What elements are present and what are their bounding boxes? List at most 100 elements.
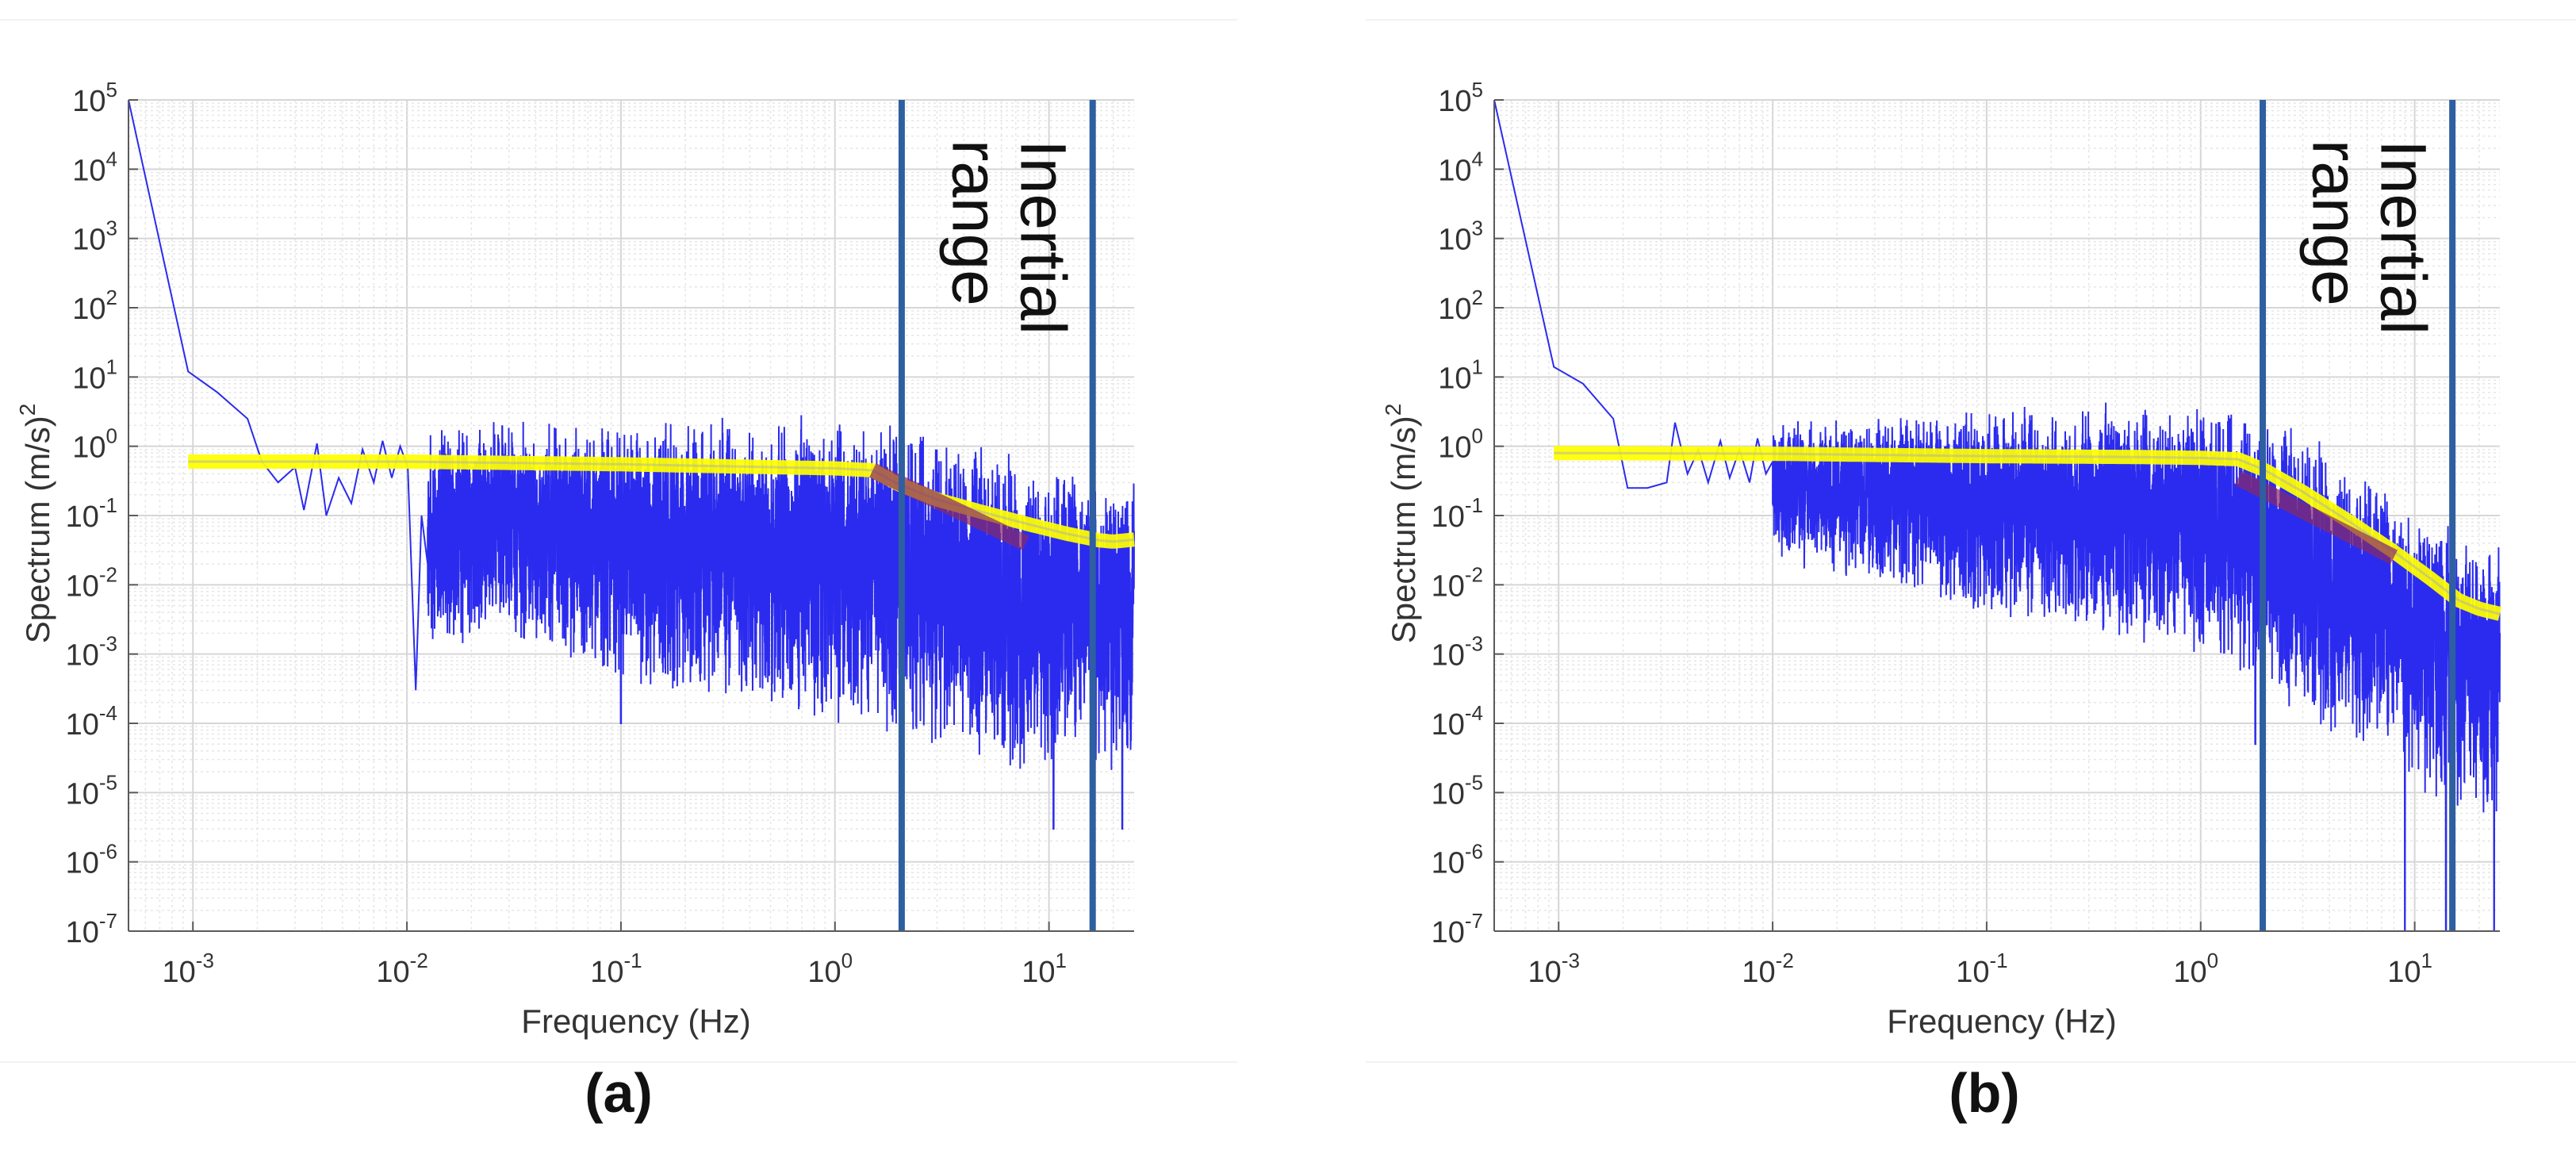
chart-a-x-tick-base: 10 (1022, 956, 1055, 989)
chart-b-x-tick-base: 10 (2387, 956, 2421, 989)
chart-a-annotation-line-2: range (938, 140, 1010, 306)
chart-a-y-tick-label: 10-1 (66, 493, 117, 534)
chart-b-y-tick-base: 10 (1438, 154, 1471, 187)
chart-a-y-tick-base: 10 (66, 777, 99, 811)
chart-a-y-tick-label: 10-4 (66, 701, 117, 742)
chart-a-y-tick-base: 10 (66, 639, 99, 673)
chart-a-y-tick-label: 105 (72, 78, 117, 118)
chart-b-y-axis-label-base: Spectrum (m/s) (1385, 416, 1422, 643)
chart-b-annotation-line-1: Inertial (2367, 140, 2440, 335)
chart-panel-b: 10-3 10-2 10-1 100 101 105 104 103 102 101 100 10-1… (1366, 19, 2576, 1063)
chart-b-x-tick-label: 10-1 (1956, 949, 2007, 989)
chart-b-y-tick-base: 10 (1438, 224, 1471, 257)
chart-b-y-tick-label: 10-5 (1432, 770, 1483, 811)
chart-b-y-tick-exp: 0 (1472, 424, 1483, 448)
chart-a-y-tick-base: 10 (72, 431, 105, 465)
chart-a-y-tick-label: 101 (72, 355, 117, 395)
chart-b-y-tick-exp: -1 (1465, 493, 1483, 517)
chart-a-y-tick-base: 10 (72, 362, 105, 395)
chart-b-y-tick-label: 101 (1438, 355, 1483, 395)
chart-a-y-tick-label: 102 (72, 286, 117, 326)
chart-a-y-tick-base: 10 (72, 154, 105, 187)
chart-a-y-tick-exp: 3 (106, 217, 117, 240)
chart-b-x-tick-base: 10 (1742, 956, 1775, 989)
chart-b-y-axis-label: Spectrum (m/s)2 (1381, 404, 1422, 644)
chart-a-y-axis-label-sup: 2 (15, 404, 40, 416)
chart-b-y-tick-label: 105 (1438, 78, 1483, 118)
chart-a-smoothed-spectrum-core (188, 460, 1135, 543)
chart-b-y-tick-exp: -3 (1465, 632, 1483, 656)
chart-a-x-tick-base: 10 (376, 956, 409, 989)
chart-a-x-tick-base: 10 (807, 956, 841, 989)
chart-b-y-tick-label: 103 (1438, 217, 1483, 257)
chart-a-grid (128, 99, 1134, 932)
chart-a-annotation-line-1: Inertial (1006, 140, 1079, 335)
chart-b-y-tick-base: 10 (1432, 847, 1465, 880)
chart-a-x-tick-label: 101 (1022, 949, 1067, 989)
chart-a-y-tick-label: 10-2 (66, 562, 117, 603)
chart-b-y-axis-label-sup: 2 (1381, 404, 1405, 416)
chart-b-annotation: Inertialrange (2299, 140, 2440, 335)
chart-a-y-tick-label: 103 (72, 217, 117, 257)
chart-b-x-tick-label: 101 (2387, 949, 2432, 989)
chart-a-x-tick-label: 100 (807, 949, 853, 989)
chart-b-y-tick-base: 10 (1432, 708, 1465, 742)
chart-a-y-tick-exp: -1 (99, 493, 117, 517)
chart-a-x-tick-exp: 1 (1056, 949, 1067, 972)
chart-b-y-tick-label: 100 (1438, 424, 1483, 465)
chart-a-y-tick-exp: 2 (106, 286, 117, 309)
chart-b-y-tick-exp: -6 (1465, 840, 1483, 864)
chart-a-y-tick-base: 10 (72, 293, 105, 326)
chart-b-svg: 10-3 10-2 10-1 100 10110510410310210110010-1… (1381, 78, 2504, 1040)
chart-a-x-axis-label: Frequency (Hz) (521, 1003, 750, 1040)
chart-a-y-tick-base: 10 (72, 224, 105, 257)
chart-b-y-tick-exp: 5 (1472, 78, 1483, 102)
chart-a-y-tick-exp: 4 (106, 147, 117, 171)
chart-b-grid (1493, 99, 2500, 932)
chart-b-y-tick-exp: -5 (1465, 770, 1483, 794)
chart-b-x-tick-exp: 1 (2421, 949, 2432, 972)
chart-b-x-axis-label: Frequency (Hz) (1887, 1003, 2116, 1040)
chart-a-y-tick-label: 10-6 (66, 840, 117, 880)
chart-a-y-tick-exp: 1 (106, 355, 117, 378)
chart-b-y-tick-label: 10-2 (1432, 562, 1483, 603)
chart-a-inertial-fit-line (868, 462, 1029, 550)
chart-a-x-tick-label: 10-1 (590, 949, 642, 989)
chart-a-y-tick-exp: -5 (99, 770, 117, 794)
chart-b-x-tick-label: 100 (2173, 949, 2218, 989)
chart-a-x-tick-label: 10-3 (163, 949, 214, 989)
chart-b-y-tick-exp: 2 (1472, 286, 1483, 309)
chart-a-x-tick-exp: -3 (196, 949, 214, 972)
chart-b-annotation-line-2: range (2299, 140, 2371, 306)
chart-b-y-tick-exp: -7 (1465, 909, 1483, 933)
chart-b-y-tick-label: 10-3 (1432, 632, 1483, 673)
chart-b-y-tick-base: 10 (1432, 500, 1465, 534)
chart-a-y-tick-label: 100 (72, 424, 117, 465)
chart-b-x-tick-label: 10-2 (1742, 949, 1793, 989)
chart-b-x-tick-exp: 0 (2207, 949, 2218, 972)
chart-a-svg: 10-3 10-2 10-1 100 10110510410310210110010-1… (15, 78, 1138, 1040)
chart-a-y-tick-exp: -2 (99, 562, 117, 586)
chart-b-y-tick-label: 104 (1438, 147, 1483, 187)
chart-a-x-tick-base: 10 (590, 956, 623, 989)
chart-a-y-tick-exp: 0 (106, 424, 117, 448)
chart-b-x-tick-label: 10-3 (1528, 949, 1580, 989)
chart-b-y-tick-base: 10 (1432, 777, 1465, 811)
chart-b-x-tick-base: 10 (1956, 956, 1989, 989)
chart-a-y-tick-base: 10 (66, 708, 99, 742)
chart-a-y-tick-exp: -4 (99, 701, 117, 725)
chart-a-y-tick-label: 10-5 (66, 770, 117, 811)
chart-b-x-tick-exp: -3 (1562, 949, 1580, 972)
chart-a-x-tick-base: 10 (163, 956, 196, 989)
chart-a-y-tick-exp: -3 (99, 632, 117, 656)
chart-b-y-tick-base: 10 (1432, 916, 1465, 949)
chart-a-y-tick-label: 10-7 (66, 909, 117, 949)
chart-a-x-tick-exp: -1 (624, 949, 642, 972)
chart-a-y-tick-label: 10-3 (66, 632, 117, 673)
chart-b-smoothed-spectrum-core (1554, 451, 2501, 615)
chart-a-raw-spectrum-line (128, 99, 1135, 830)
chart-a-x-tick-label: 10-2 (376, 949, 427, 989)
chart-a-y-tick-exp: -7 (99, 909, 117, 933)
chart-b-y-tick-exp: -2 (1465, 562, 1483, 586)
caption-b: (b) (1949, 1062, 2020, 1124)
